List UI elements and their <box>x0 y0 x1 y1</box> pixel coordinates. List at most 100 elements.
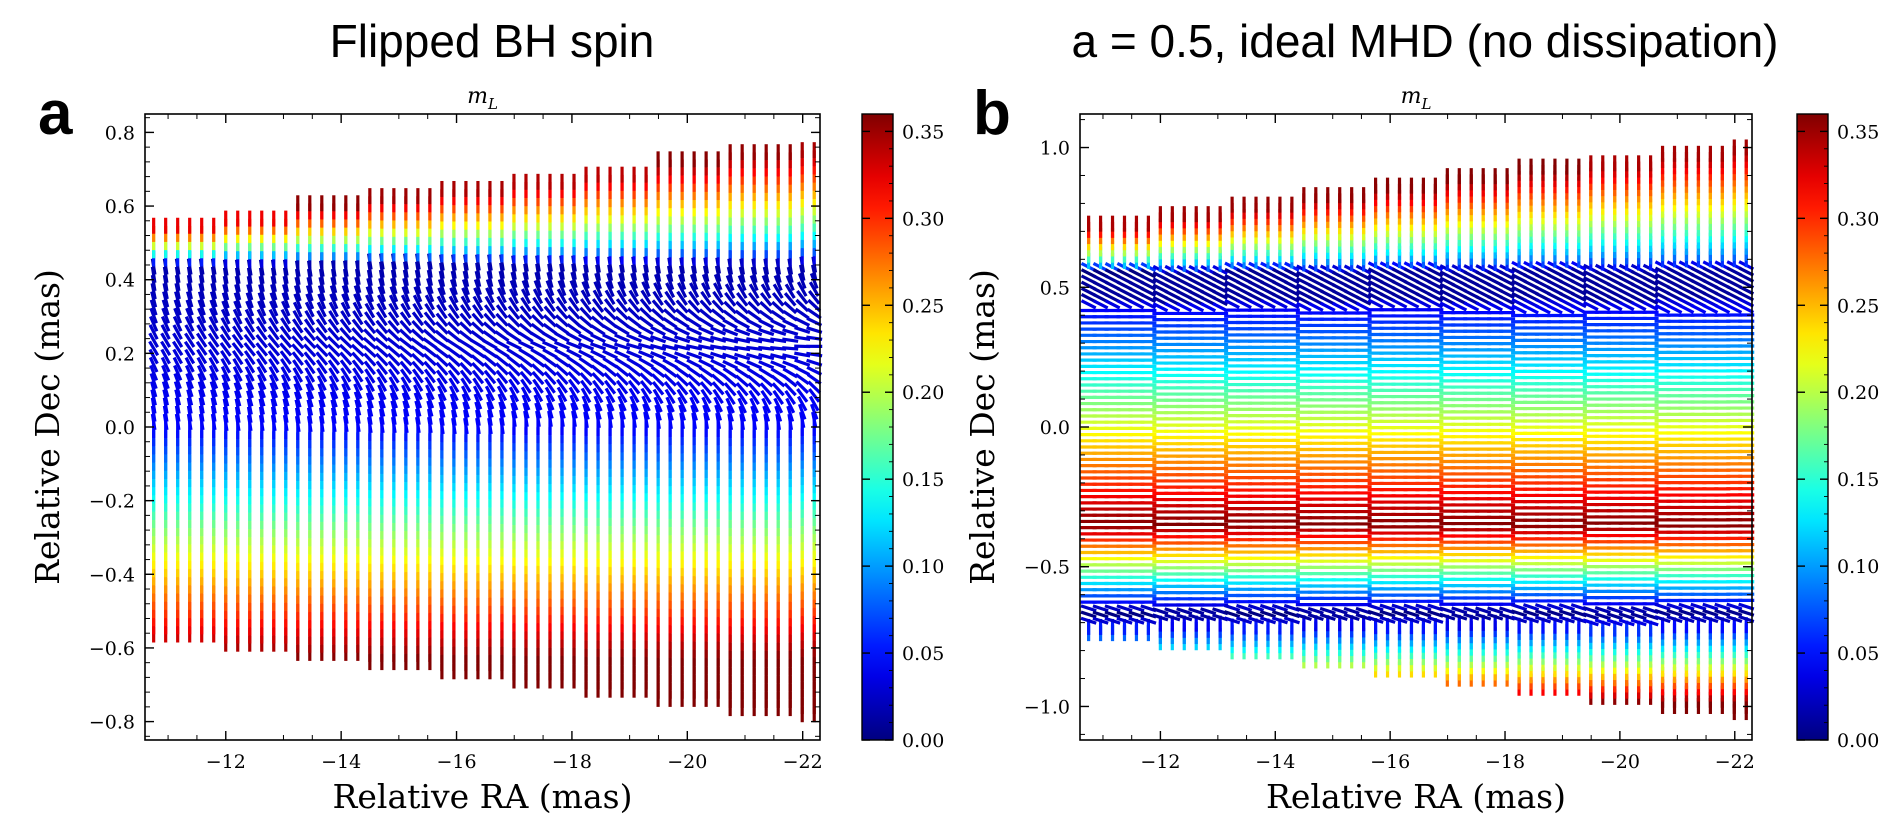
polarization-tick <box>519 305 533 320</box>
y-tick-label: 0.6 <box>105 196 135 218</box>
polarization-tick <box>554 340 571 350</box>
polarization-tick <box>674 351 691 360</box>
polarization-tick <box>642 403 650 420</box>
polarization-tick <box>666 404 674 421</box>
polarization-tick <box>1295 613 1312 622</box>
polarization-tick <box>197 307 207 324</box>
polarization-tick <box>1128 604 1145 613</box>
polarization-tick <box>747 382 761 397</box>
polarization-tick <box>148 324 159 340</box>
polarization-tick <box>734 327 751 337</box>
polarization-tick <box>482 354 498 367</box>
polarization-tick <box>649 343 667 351</box>
polarization-tick <box>232 308 243 325</box>
polarization-tick <box>388 294 399 311</box>
polarization-tick <box>626 364 642 378</box>
polarization-tick <box>1200 289 1217 300</box>
polarization-tick <box>496 377 508 393</box>
polarization-tick <box>363 360 376 376</box>
polarization-tick <box>639 372 653 386</box>
polarization-tick <box>267 325 280 341</box>
polarization-tick <box>630 272 638 290</box>
polarization-tick <box>352 375 363 391</box>
polarization-tick <box>580 387 592 404</box>
polarization-tick <box>654 404 662 421</box>
polarization-tick <box>291 326 304 342</box>
polarization-tick <box>305 293 315 310</box>
polarization-tick <box>293 383 303 400</box>
polarization-tick <box>1104 299 1121 310</box>
polarization-tick <box>374 344 389 358</box>
polarization-tick <box>1236 286 1252 297</box>
polarization-tick <box>398 328 413 342</box>
polarization-tick <box>797 272 807 290</box>
polarization-tick <box>221 382 230 399</box>
polarization-tick <box>281 382 291 399</box>
polarization-tick <box>426 400 434 417</box>
polarization-tick <box>172 356 183 373</box>
polarization-tick <box>410 345 426 358</box>
polarization-tick <box>245 382 254 399</box>
polarization-tick <box>687 381 701 396</box>
polarization-tick <box>329 285 338 302</box>
polarization-tick <box>222 390 230 407</box>
polarization-tick <box>1248 274 1264 285</box>
polarization-tick <box>1128 299 1145 310</box>
polarization-tick <box>724 389 736 406</box>
polarization-tick <box>568 296 580 312</box>
polarization-tick <box>638 357 654 369</box>
polarization-tick <box>626 357 642 369</box>
polarization-tick <box>735 300 750 315</box>
polarization-tick <box>1200 607 1217 616</box>
polarization-tick <box>651 299 665 314</box>
polarization-tick <box>364 376 375 392</box>
polarization-tick <box>378 277 386 295</box>
polarization-tick <box>148 340 160 357</box>
polarization-tick <box>593 281 603 298</box>
polarization-tick <box>795 380 810 394</box>
polarization-tick <box>1140 286 1157 297</box>
polarization-tick <box>674 326 691 336</box>
polarization-tick <box>710 308 726 321</box>
polarization-tick <box>376 368 388 384</box>
polarization-tick <box>220 317 231 333</box>
polarization-tick <box>1224 292 1240 303</box>
polarization-tick <box>578 364 594 378</box>
polarization-tick <box>678 404 686 421</box>
polarization-tick <box>1247 603 1265 612</box>
polarization-tick <box>458 338 474 350</box>
polarization-tick <box>305 383 315 400</box>
polarization-tick <box>558 402 566 419</box>
polarization-tick <box>722 352 739 361</box>
polarization-tick <box>472 295 484 312</box>
polarization-tick <box>450 401 458 418</box>
polarization-tick <box>436 377 448 393</box>
polarization-tick <box>449 393 459 410</box>
polarization-tick <box>674 358 690 369</box>
polarization-tick <box>578 356 594 369</box>
polarization-tick <box>232 358 244 374</box>
polarization-tick <box>566 331 582 343</box>
polarization-tick <box>268 308 279 325</box>
polarization-tick <box>686 308 702 322</box>
polarization-tick <box>735 382 749 397</box>
polarization-tick <box>185 381 194 398</box>
polarization-tick <box>340 367 352 383</box>
polarization-tick <box>1092 616 1109 625</box>
polarization-tick <box>279 350 292 365</box>
x-tick-label: −22 <box>783 751 823 773</box>
polarization-tick <box>638 333 655 343</box>
polarization-tick <box>447 321 461 335</box>
polarization-tick <box>689 282 700 299</box>
polarization-tick <box>1224 274 1240 285</box>
polarization-tick <box>1152 302 1169 313</box>
polarization-tick <box>1200 295 1217 307</box>
polarization-tick <box>485 278 495 296</box>
polarization-tick <box>590 364 606 378</box>
polarization-tick <box>245 292 254 309</box>
polarization-tick <box>1152 295 1169 307</box>
polarization-tick <box>472 385 483 402</box>
polarization-tick <box>652 388 664 405</box>
polarization-tick <box>577 342 595 351</box>
polarization-tick <box>292 309 304 326</box>
